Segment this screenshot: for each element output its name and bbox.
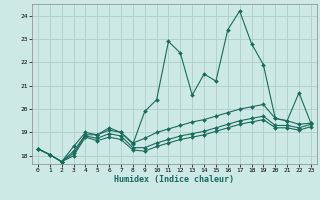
X-axis label: Humidex (Indice chaleur): Humidex (Indice chaleur) [115, 175, 234, 184]
